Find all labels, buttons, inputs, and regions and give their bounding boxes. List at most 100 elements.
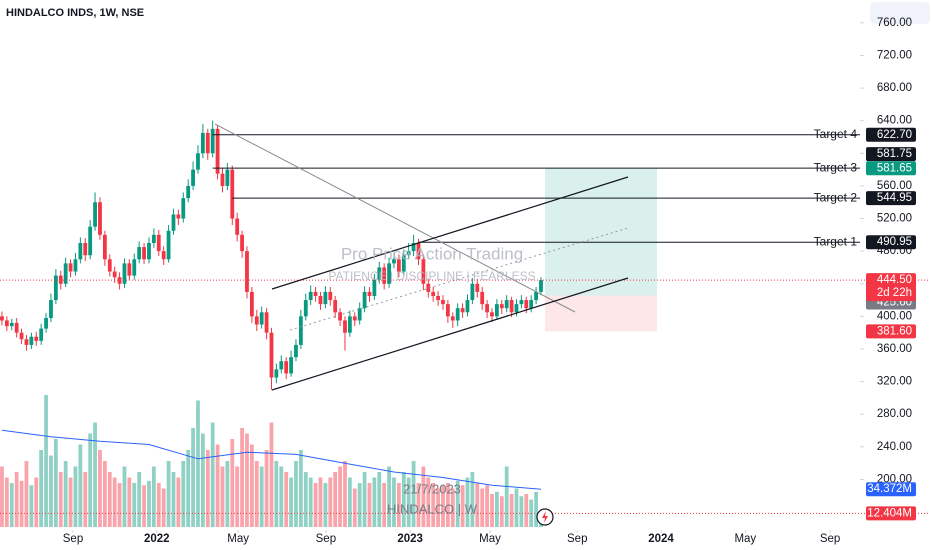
- footer-date: 21/7/2023: [403, 481, 461, 496]
- candle-body: [411, 242, 416, 252]
- volume-bar: [102, 461, 107, 527]
- candle-body: [323, 291, 328, 305]
- volume-bar: [200, 433, 205, 527]
- volume-bar: [264, 450, 269, 527]
- volume-bar: [259, 466, 264, 527]
- volume-bar: [156, 483, 161, 527]
- volume-bar: [416, 483, 421, 527]
- candle-body: [240, 234, 244, 252]
- candle-body: [254, 316, 259, 325]
- candle-body: [529, 300, 534, 309]
- trend-line: [214, 123, 576, 313]
- volume-bar: [338, 466, 342, 527]
- volume-bar: [480, 488, 485, 527]
- candle-body: [362, 291, 367, 309]
- volume-bar: [426, 477, 431, 527]
- volume-bar: [450, 488, 455, 527]
- x-tick-label: Sep: [567, 533, 587, 545]
- volume-bar: [279, 466, 284, 527]
- volume-bar: [352, 488, 357, 527]
- volume-bar: [151, 466, 156, 527]
- candle-body: [445, 304, 450, 317]
- target-value-label-box: [866, 127, 916, 142]
- volume-bar: [524, 494, 529, 527]
- volume-bar: [347, 477, 352, 527]
- volume-bar: [269, 422, 274, 527]
- volume-bar: [83, 472, 88, 527]
- candle-body: [490, 312, 494, 317]
- volume-bar: [4, 477, 9, 527]
- volume-bar: [44, 395, 48, 527]
- target-value-label: 622.70: [877, 129, 912, 141]
- target-label: Target 4: [814, 127, 858, 141]
- candle-body: [147, 242, 151, 260]
- candle-body: [245, 251, 249, 292]
- candle-body: [0, 316, 4, 321]
- target-label: Target 1: [814, 234, 858, 248]
- candle-body: [347, 316, 352, 333]
- volume-bar: [357, 483, 362, 527]
- target-value-label: 544.95: [877, 192, 912, 204]
- volume-bar: [205, 450, 210, 527]
- y-tick-label: 640.00: [877, 115, 912, 127]
- candle-body: [406, 251, 411, 256]
- plot: [0, 120, 930, 527]
- candle-body: [524, 300, 529, 309]
- x-tick-label: 2023: [397, 533, 423, 545]
- volume-bar: [343, 461, 347, 527]
- drawings: [214, 123, 629, 391]
- target-value-label-box: [866, 147, 916, 162]
- candle-body: [83, 242, 88, 256]
- scale-button[interactable]: [870, 2, 930, 24]
- candle-body: [142, 247, 146, 260]
- target-value-label: 490.95: [877, 236, 912, 248]
- candle-body: [392, 259, 396, 264]
- volume-bar: [117, 483, 122, 527]
- volume-bar: [396, 483, 401, 527]
- volume-bar: [68, 477, 73, 527]
- volume-bar: [499, 496, 504, 527]
- candle-body: [382, 267, 387, 284]
- volume-bar: [504, 466, 509, 527]
- volume-bar: [107, 472, 112, 527]
- volume-ma-line: [1, 429, 542, 490]
- y-tick-label: 520.00: [877, 213, 912, 225]
- volume-bar: [29, 485, 34, 527]
- candle-body: [29, 336, 34, 345]
- footer-symbol: HINDALCO | W: [387, 501, 478, 516]
- candle-body: [455, 308, 460, 321]
- volume-bar: [254, 461, 259, 527]
- y-tick-label: 280.00: [877, 408, 912, 420]
- watermark: Pro Price Action Trading: [341, 244, 523, 263]
- candle-body: [421, 259, 426, 284]
- volume-bar: [39, 450, 44, 527]
- channel-mid: [289, 227, 629, 331]
- replay-icon[interactable]: [536, 508, 554, 526]
- volume-bar: [9, 483, 14, 527]
- profit-zone: [545, 168, 657, 296]
- channel-lower: [271, 277, 629, 391]
- volume-bar: [490, 494, 494, 527]
- volume-bar: [436, 488, 440, 527]
- candle-body: [186, 185, 191, 199]
- candle-body: [328, 291, 333, 301]
- volume-bar: [220, 466, 225, 527]
- volume-bar: [73, 466, 78, 527]
- x-tick-label: Sep: [63, 533, 83, 545]
- y-tick-label: 680.00: [877, 82, 912, 94]
- candle-body: [220, 173, 225, 186]
- candle-body: [303, 300, 308, 317]
- volume-bar: [235, 466, 240, 527]
- target-label: Target 3: [814, 160, 858, 174]
- y-tick-label: 560.00: [877, 180, 912, 192]
- y-tick-label: 720.00: [877, 49, 912, 61]
- volume-bar: [387, 466, 391, 527]
- y-tick-label: 240.00: [877, 441, 912, 453]
- candle-body: [215, 128, 220, 174]
- volume-bar: [225, 461, 230, 527]
- candle-body: [161, 251, 166, 260]
- y-tick-label: 320.00: [877, 376, 912, 388]
- volume-bar: [289, 477, 293, 527]
- candle-body: [416, 242, 421, 260]
- volume-ma-value: 34.372M: [867, 483, 912, 495]
